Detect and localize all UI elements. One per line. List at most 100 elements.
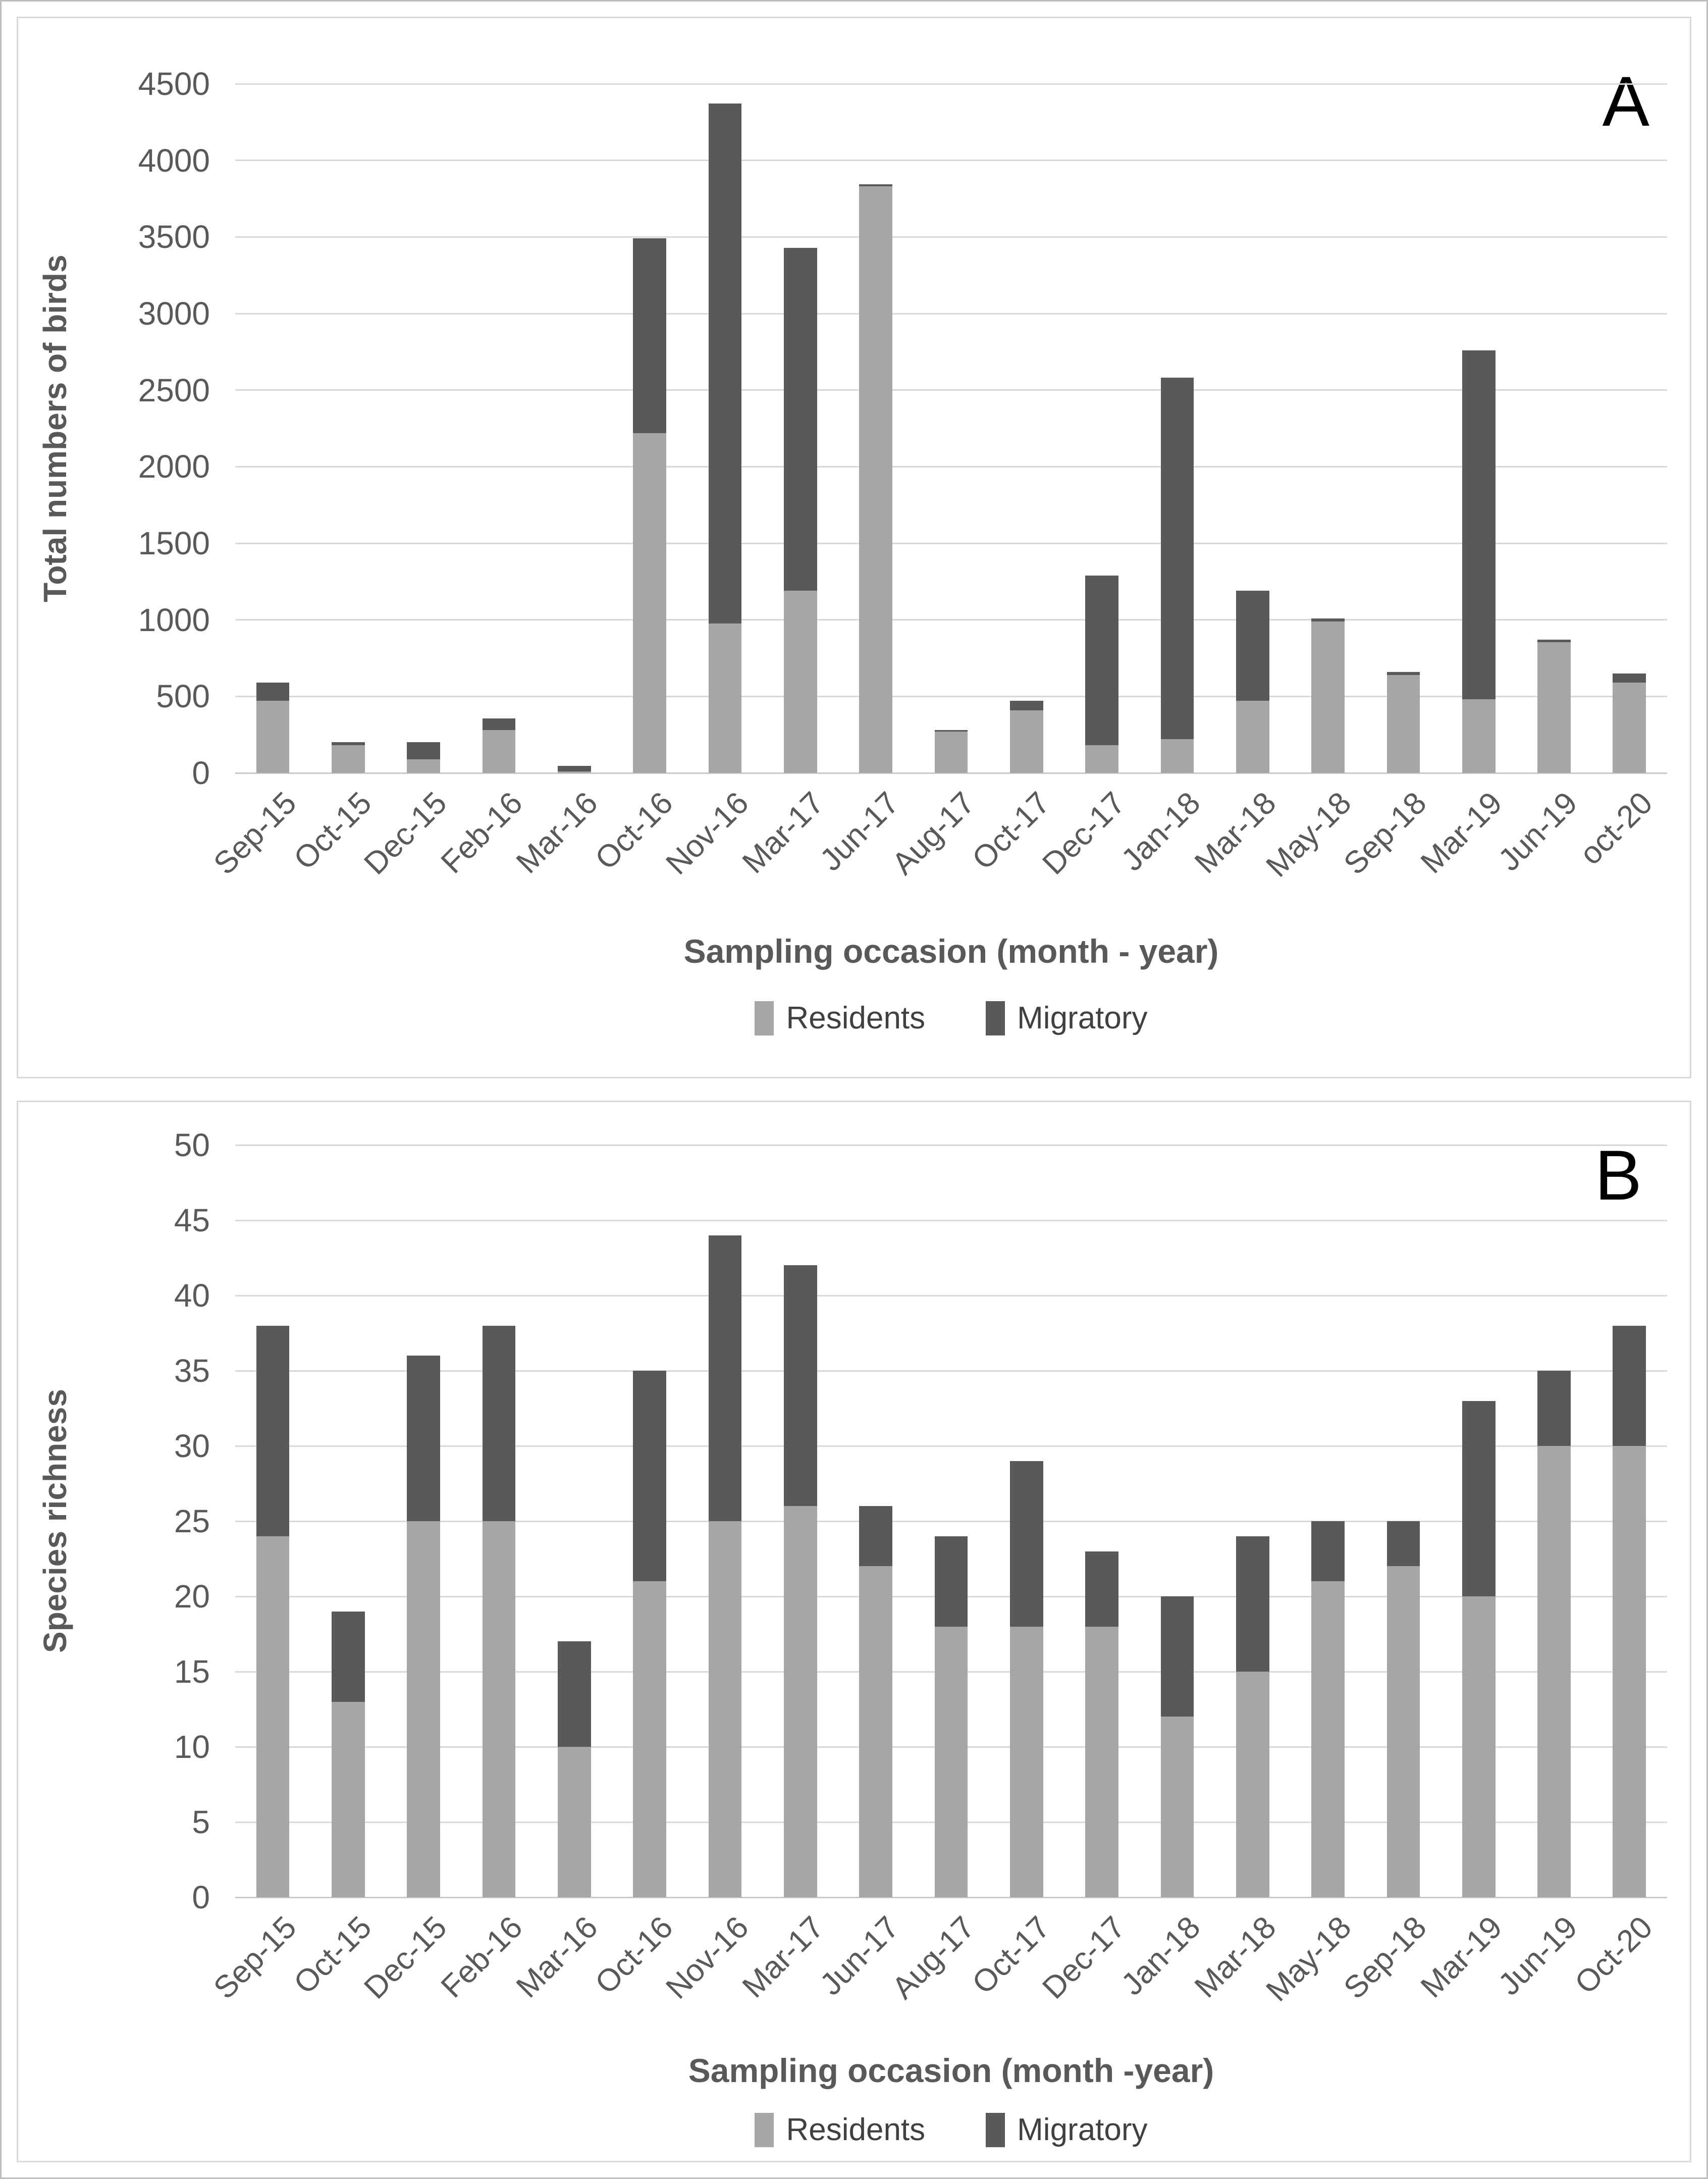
residents-bar-segment [934, 732, 968, 773]
migratory-bar-segment [784, 1265, 817, 1507]
migratory-bar-segment [784, 247, 817, 591]
residents-bar-segment [784, 1506, 817, 1897]
migratory-bar-segment [633, 1371, 667, 1582]
y-tick-label: 20 [174, 1578, 210, 1615]
migratory-swatch [986, 1001, 1005, 1035]
plot-area: 0 500 1000 1500 2000 2500 3000 3500 4000 4500 Sep-… [138, 67, 1667, 884]
y-tick-label: 1000 [138, 601, 210, 638]
legend-label-migratory: Migratory [1017, 1001, 1148, 1035]
gridline [235, 1144, 1667, 1146]
migratory-bar-segment [1085, 1551, 1118, 1627]
gridline [235, 1520, 1667, 1522]
migratory-bar-segment [1160, 1596, 1194, 1717]
y-tick-label: 10 [174, 1729, 210, 1765]
residents-bar-segment [708, 1521, 742, 1897]
panel-a: Total numbers of birds 0 500 1000 1500 2000 2… [17, 17, 1691, 1078]
residents-bar-segment [633, 433, 667, 773]
residents-swatch [755, 2112, 774, 2147]
residents-bar-segment [558, 1747, 591, 1897]
gridline [235, 313, 1667, 315]
y-tick-label: 35 [174, 1353, 210, 1389]
gridline [235, 619, 1667, 621]
gridline [235, 1370, 1667, 1372]
y-tick-label: 500 [156, 678, 210, 715]
residents-bar-segment [1160, 739, 1194, 773]
y-tick-label: 4500 [138, 66, 210, 102]
gridline [235, 465, 1667, 468]
residents-bar-segment [482, 730, 516, 773]
y-axis-title: Species richness [37, 1389, 73, 1653]
migratory-bar-segment [1236, 1536, 1269, 1672]
y-axis-title: Total numbers of birds [37, 254, 73, 602]
plot-area: 0 5 10 15 20 25 30 35 40 45 50 Sep-15 Oct-15 Dec-15 Fe… [174, 1128, 1667, 2008]
gridline [235, 160, 1667, 162]
y-tick-label: 50 [174, 1127, 210, 1163]
y-tick-label: 15 [174, 1653, 210, 1690]
panel-label: A [1602, 62, 1649, 141]
gridline [235, 1896, 1667, 1898]
y-tick-label: 2500 [138, 372, 210, 408]
y-tick-label: 30 [174, 1428, 210, 1464]
migratory-bar-segment [1462, 350, 1496, 700]
migratory-bar-segment [1386, 1521, 1420, 1567]
panel-label: B [1594, 1135, 1642, 1215]
migratory-bar-segment [708, 103, 742, 624]
migratory-bar-segment [482, 718, 516, 731]
migratory-bar-segment [859, 1506, 893, 1567]
residents-bar-segment [558, 771, 591, 773]
x-axis-title: Sampling occasion (month - year) [683, 932, 1219, 970]
residents-bar-segment [708, 624, 742, 773]
residents-bar-segment [1009, 1626, 1043, 1897]
residents-bar-segment [332, 745, 365, 773]
gridline [235, 236, 1667, 238]
residents-bar-segment [784, 591, 817, 773]
y-tick-label: 25 [174, 1503, 210, 1539]
legend-item-migratory: Migratory [986, 1000, 1148, 1036]
residents-bar-segment [1462, 1596, 1496, 1897]
residents-bar-segment [859, 1566, 893, 1897]
migratory-bar-segment [1462, 1400, 1496, 1596]
migratory-swatch [986, 2112, 1005, 2147]
residents-bar-segment [1386, 675, 1420, 773]
migratory-bar-segment [1537, 640, 1571, 642]
gridline [235, 1294, 1667, 1296]
migratory-bar-segment [633, 238, 667, 433]
residents-bar-segment [1236, 701, 1269, 773]
migratory-bar-segment [1613, 673, 1646, 683]
residents-bar-segment [1386, 1566, 1420, 1897]
y-tick-label: 1500 [138, 525, 210, 561]
migratory-bar-segment [482, 1325, 516, 1521]
y-tick-label: 0 [192, 755, 210, 791]
migratory-bar-segment [934, 1536, 968, 1627]
gridline [235, 542, 1667, 544]
y-tick-label: 45 [174, 1202, 210, 1238]
legend-item-migratory: Migratory [986, 2112, 1148, 2148]
migratory-bar-segment [708, 1235, 742, 1521]
residents-bar-segment [1085, 1626, 1118, 1897]
y-tick-label: 4000 [138, 142, 210, 179]
residents-bar-segment [482, 1521, 516, 1897]
residents-bar-segment [407, 759, 441, 773]
migratory-bar-segment [332, 742, 365, 746]
residents-bar-segment [1160, 1717, 1194, 1897]
migratory-bar-segment [256, 1325, 290, 1536]
migratory-bar-segment [407, 1356, 441, 1521]
residents-bar-segment [332, 1701, 365, 1897]
migratory-bar-segment [934, 730, 968, 732]
legend-item-residents: Residents [755, 2112, 925, 2148]
legend-label-residents: Residents [786, 1001, 926, 1035]
migratory-bar-segment [1236, 591, 1269, 701]
migratory-bar-segment [558, 766, 591, 771]
residents-bar-segment [934, 1626, 968, 1897]
migratory-bar-segment [558, 1641, 591, 1747]
residents-bar-segment [1613, 1446, 1646, 1897]
residents-bar-segment [256, 1536, 290, 1897]
gridline [235, 695, 1667, 697]
residents-bar-segment [1613, 683, 1646, 773]
x-axis-title: Sampling occasion (month -year) [688, 2052, 1214, 2089]
migratory-bar-segment [1537, 1371, 1571, 1446]
legend-label-residents: Residents [786, 2112, 926, 2147]
y-tick-label: 2000 [138, 448, 210, 485]
gridline [235, 83, 1667, 85]
legend: Residents Migratory [235, 2112, 1667, 2148]
